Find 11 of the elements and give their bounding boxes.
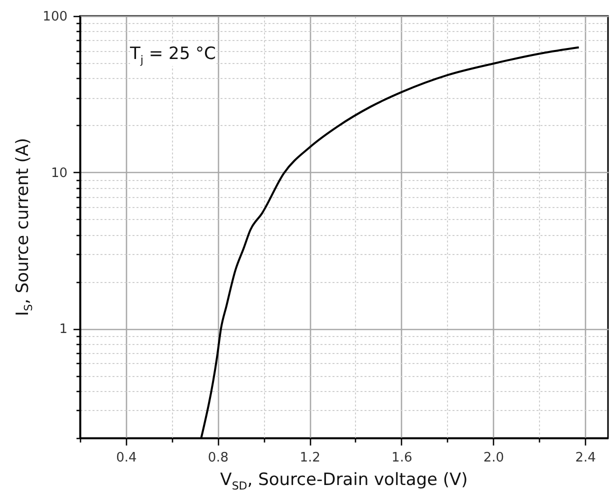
x-tick-label: 1.6 xyxy=(392,450,412,466)
x-tick-label: 2.4 xyxy=(575,450,596,466)
y-tick-label: 10 xyxy=(50,166,68,181)
x-tick-label: 0.4 xyxy=(116,450,137,466)
x-axis-title: V$_{SD}$, Source-Drain voltage (V) xyxy=(220,470,468,492)
annotation: T$_{j}$ = 25 °C xyxy=(130,44,216,66)
x-tick-label: 1.2 xyxy=(300,450,320,466)
x-tick-label: 2.0 xyxy=(483,450,504,466)
y-tick-label: 1 xyxy=(59,322,68,338)
y-tick-label: 100 xyxy=(42,10,68,24)
x-tick-label: 0.8 xyxy=(208,450,229,466)
